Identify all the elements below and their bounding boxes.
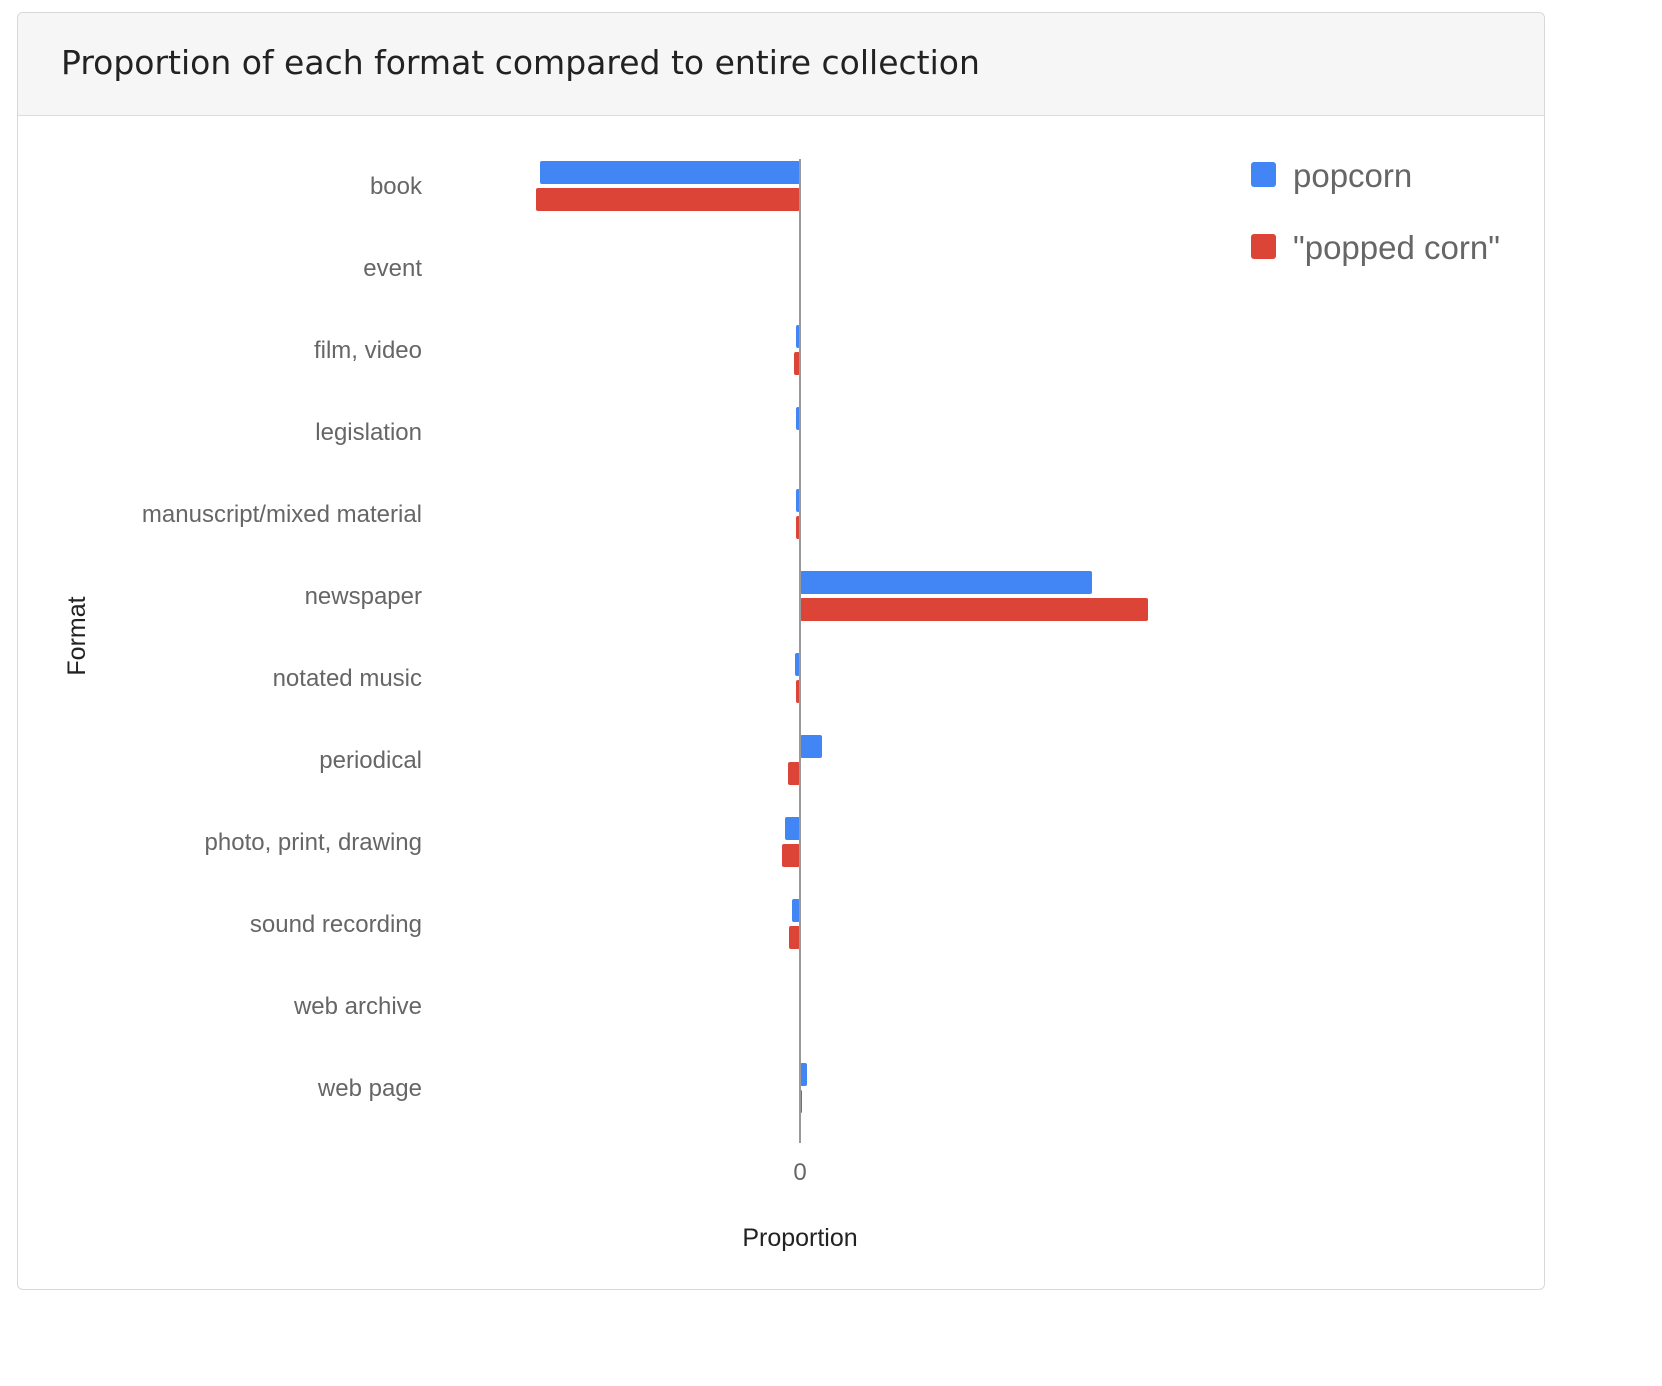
bar-popped-corn-book bbox=[536, 188, 800, 211]
panel-header: Proportion of each format compared to en… bbox=[18, 13, 1544, 116]
bar-chart: book event film, video legislation manuscrip… bbox=[63, 157, 1500, 1252]
bar-popcorn-periodical bbox=[800, 735, 822, 758]
category-label-manuscript-mixed-material: manuscript/mixed material bbox=[142, 501, 422, 528]
bar-popcorn-photo-print-drawing bbox=[785, 817, 800, 840]
legend-label-popcorn: popcorn bbox=[1293, 157, 1412, 194]
category-label-sound-recording: sound recording bbox=[250, 911, 422, 938]
category-label-legislation: legislation bbox=[315, 419, 422, 446]
legend-swatch-popcorn bbox=[1251, 162, 1276, 187]
bar-popcorn-newspaper bbox=[800, 571, 1092, 594]
bar-popped-corn-periodical bbox=[788, 762, 800, 785]
chart-body: book event film, video legislation manuscrip… bbox=[18, 116, 1544, 1289]
category-label-newspaper: newspaper bbox=[305, 583, 422, 610]
category-label-film-video: film, video bbox=[314, 337, 422, 364]
category-label-book: book bbox=[370, 173, 423, 200]
bar-popcorn-book bbox=[540, 161, 800, 184]
x-axis-title: Proportion bbox=[742, 1224, 857, 1252]
category-label-photo-print-drawing: photo, print, drawing bbox=[205, 829, 422, 856]
legend-swatch-popped-corn bbox=[1251, 234, 1276, 259]
bar-popcorn-web-page bbox=[800, 1063, 807, 1086]
bar-popped-corn-sound-recording bbox=[789, 926, 800, 949]
bar-popcorn-sound-recording bbox=[792, 899, 800, 922]
chart-panel: Proportion of each format compared to en… bbox=[17, 12, 1545, 1290]
x-tick-label: 0 bbox=[793, 1159, 806, 1186]
bar-popcorn-notated-music bbox=[795, 653, 800, 676]
y-axis-title: Format bbox=[63, 596, 91, 675]
bar-popped-corn-film-video bbox=[794, 352, 800, 375]
legend-label-popped-corn: "popped corn" bbox=[1293, 229, 1500, 266]
panel-title: Proportion of each format compared to en… bbox=[61, 43, 980, 82]
category-label-event: event bbox=[363, 255, 422, 282]
category-label-web-page: web page bbox=[317, 1075, 422, 1102]
bar-popped-corn-photo-print-drawing bbox=[782, 844, 800, 867]
category-label-notated-music: notated music bbox=[273, 665, 422, 692]
category-label-periodical: periodical bbox=[319, 747, 422, 774]
bar-popped-corn-newspaper bbox=[800, 598, 1148, 621]
category-label-web-archive: web archive bbox=[293, 993, 422, 1020]
